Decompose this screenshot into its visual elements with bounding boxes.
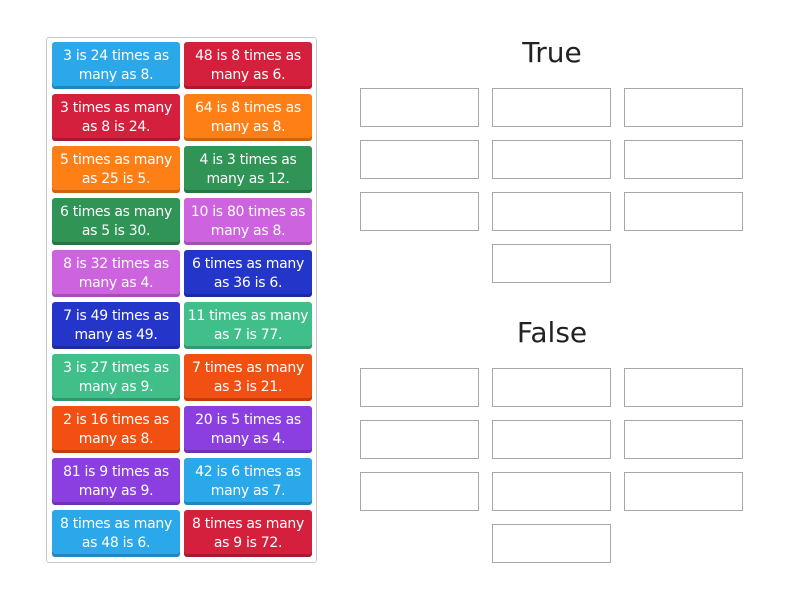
true-drop-slot[interactable] [360, 140, 479, 179]
answer-tile[interactable]: 7 times as many as 3 is 21. [184, 354, 312, 401]
true-drop-slot[interactable] [492, 88, 611, 127]
false-drop-slot[interactable] [492, 368, 611, 407]
answer-tile[interactable]: 64 is 8 times as many as 8. [184, 94, 312, 141]
group-title-false: False [516, 316, 588, 349]
false-drop-slot[interactable] [360, 368, 479, 407]
answer-tile[interactable]: 8 times as many as 9 is 72. [184, 510, 312, 557]
false-drop-slot[interactable] [624, 368, 743, 407]
false-drop-slot[interactable] [360, 420, 479, 459]
false-drop-slot[interactable] [492, 524, 611, 563]
true-drop-slot[interactable] [492, 140, 611, 179]
answer-tile[interactable]: 3 is 27 times as many as 9. [52, 354, 180, 401]
answer-tile[interactable]: 8 times as many as 48 is 6. [52, 510, 180, 557]
true-drop-slot[interactable] [624, 140, 743, 179]
false-drop-slot[interactable] [624, 472, 743, 511]
true-drop-slot[interactable] [492, 244, 611, 283]
false-drop-slot[interactable] [360, 472, 479, 511]
group-title-true: True [522, 36, 582, 69]
true-drop-slot[interactable] [360, 88, 479, 127]
answer-tile[interactable]: 10 is 80 times as many as 8. [184, 198, 312, 245]
false-drop-slot[interactable] [492, 420, 611, 459]
true-drop-slot[interactable] [360, 192, 479, 231]
false-drop-slot[interactable] [624, 420, 743, 459]
tile-bank [46, 37, 317, 563]
answer-tile[interactable]: 6 times as many as 36 is 6. [184, 250, 312, 297]
false-drop-slot[interactable] [492, 472, 611, 511]
answer-tile[interactable]: 4 is 3 times as many as 12. [184, 146, 312, 193]
true-drop-slot[interactable] [624, 88, 743, 127]
answer-tile[interactable]: 2 is 16 times as many as 8. [52, 406, 180, 453]
answer-tile[interactable]: 48 is 8 times as many as 6. [184, 42, 312, 89]
answer-tile[interactable]: 3 is 24 times as many as 8. [52, 42, 180, 89]
answer-tile[interactable]: 42 is 6 times as many as 7. [184, 458, 312, 505]
answer-tile[interactable]: 8 is 32 times as many as 4. [52, 250, 180, 297]
answer-tile[interactable]: 11 times as many as 7 is 77. [184, 302, 312, 349]
answer-tile[interactable]: 20 is 5 times as many as 4. [184, 406, 312, 453]
answer-tile[interactable]: 5 times as many as 25 is 5. [52, 146, 180, 193]
answer-tile[interactable]: 3 times as many as 8 is 24. [52, 94, 180, 141]
true-drop-slot[interactable] [624, 192, 743, 231]
answer-tile[interactable]: 7 is 49 times as many as 49. [52, 302, 180, 349]
answer-tile[interactable]: 81 is 9 times as many as 9. [52, 458, 180, 505]
true-drop-slot[interactable] [492, 192, 611, 231]
answer-tile[interactable]: 6 times as many as 5 is 30. [52, 198, 180, 245]
